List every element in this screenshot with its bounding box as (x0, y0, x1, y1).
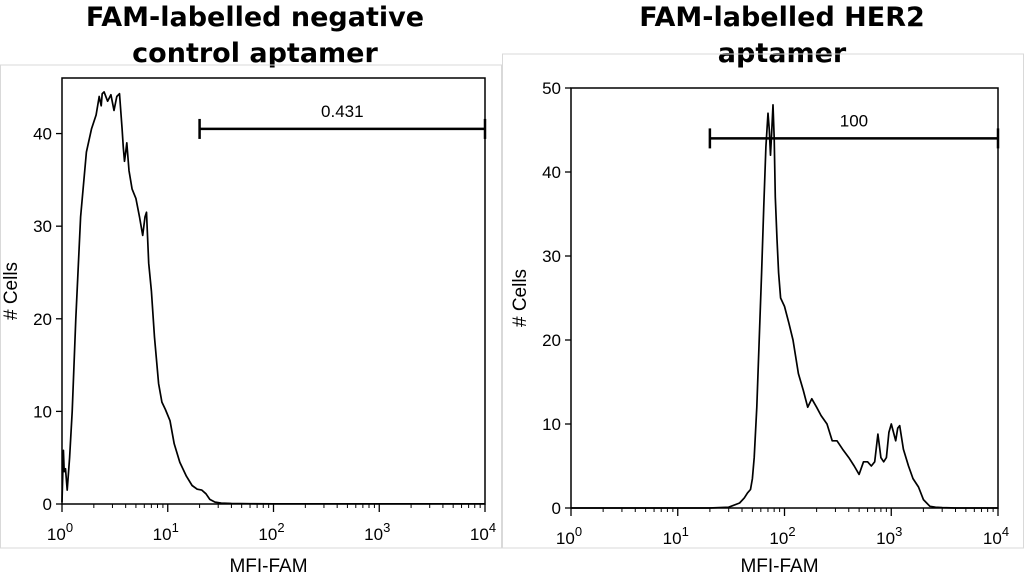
x-tick-label: 104 (470, 520, 496, 544)
y-tick-label: 40 (33, 125, 52, 144)
y-tick-label: 10 (33, 402, 52, 421)
gate-label: 0.431 (321, 102, 364, 121)
x-tick-label: 101 (663, 524, 689, 548)
x-tick-label: 103 (876, 524, 902, 548)
figure-frame (0, 64, 502, 549)
x-tick-label: 101 (153, 520, 179, 544)
y-tick-label: 20 (33, 310, 52, 329)
chart-title: FAM-labelled negative control aptamer (85, 2, 425, 69)
y-tick-label: 50 (542, 79, 561, 98)
plot-area-frame (570, 87, 999, 509)
x-axis-title: MFI-FAM (229, 556, 307, 577)
x-tick-label: 102 (258, 520, 284, 544)
x-tick-label: 103 (364, 520, 390, 544)
x-tick-label: 102 (769, 524, 795, 548)
chart-panel-her2: FAM-labelled HER2 aptamer 0 10 20 30 40 50 100… (502, 0, 1024, 581)
x-tick-label: 104 (983, 524, 1009, 548)
y-tick-label: 0 (552, 499, 561, 518)
x-tick-label: 100 (556, 524, 582, 548)
plot-area-frame (61, 77, 486, 505)
y-tick-label: 40 (542, 163, 561, 182)
y-tick-label: 30 (33, 217, 52, 236)
y-axis-title: # Cells (1, 262, 22, 320)
y-tick-label: 10 (542, 415, 561, 434)
chart-title: FAM-labelled HER2 aptamer (639, 2, 925, 69)
gate-label: 100 (840, 111, 868, 130)
histogram-her2: 0 10 20 30 40 50 100 101 102 103 104 MFI-FAM # Cells… (502, 53, 1024, 577)
y-axis-title: # Cells (510, 269, 531, 327)
x-axis-title: MFI-FAM (740, 556, 818, 577)
histogram-negative-control: 0 10 20 30 40 100 101 102 103 104 MFI-FAM # Cells 0.… (0, 64, 502, 577)
y-tick-label: 0 (43, 495, 52, 514)
histogram-line (571, 103, 998, 509)
y-tick-label: 30 (542, 247, 561, 266)
y-tick-label: 20 (542, 331, 561, 350)
figure-frame (502, 53, 1024, 549)
x-tick-label: 100 (47, 520, 73, 544)
chart-panel-negative-control: FAM-labelled negative control aptamer 0 1… (0, 0, 502, 581)
histogram-line (61, 91, 485, 505)
